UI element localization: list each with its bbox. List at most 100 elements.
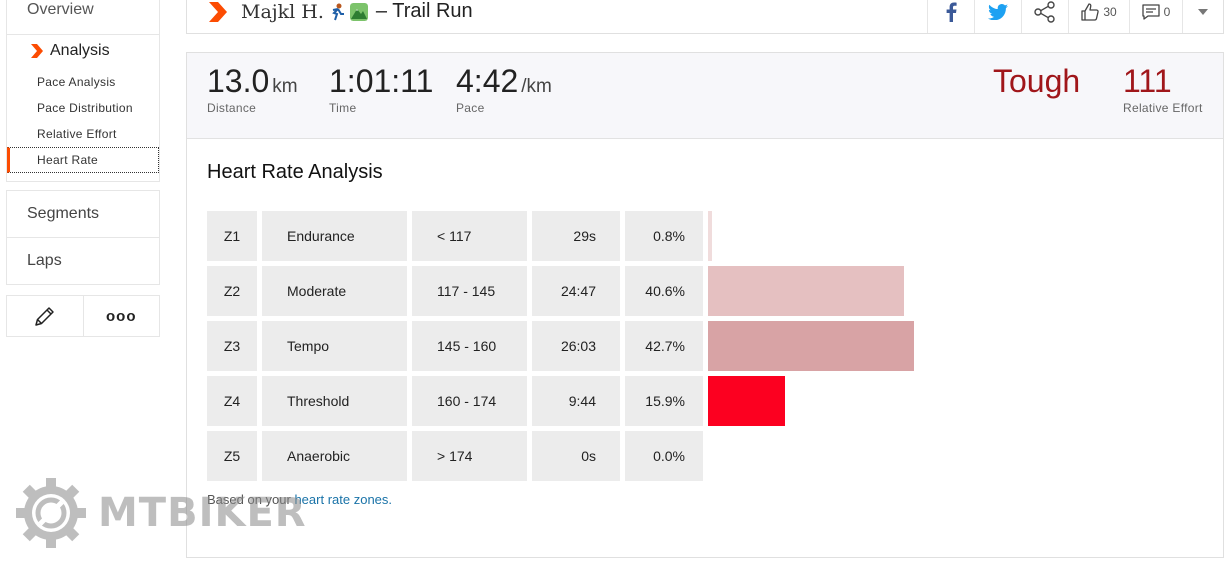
zone-range: > 174: [412, 431, 527, 481]
zone-bar: [708, 321, 914, 371]
more-button[interactable]: ooo: [82, 296, 160, 336]
nav-heart-rate[interactable]: Heart Rate: [7, 147, 159, 173]
zone-percent: 0.8%: [625, 211, 703, 261]
zone-bar-track: [708, 321, 1008, 371]
stat-distance: 13.0 km Distance: [207, 63, 298, 115]
zone-bar: [708, 376, 785, 426]
share-icon: [1034, 1, 1055, 23]
kudos-button[interactable]: 30: [1068, 0, 1129, 33]
watermark: MTBIKER: [16, 478, 307, 548]
sidebar: Overview Analysis Pace Analysis Pace Dis…: [6, 0, 160, 337]
zone-time: 9:44: [532, 376, 620, 426]
pencil-icon: [35, 307, 54, 326]
toolbar: ooo: [6, 295, 160, 337]
effort-word: Tough: [993, 63, 1081, 99]
zone-range: 117 - 145: [412, 266, 527, 316]
zone-bar-track: [708, 266, 1008, 316]
zone-bar-track: [708, 376, 1008, 426]
zone-row: Z3 Tempo 145 - 160 26:03 42.7%: [207, 321, 1008, 371]
stat-relative-effort[interactable]: 111 Relative Effort: [1123, 63, 1203, 115]
heart-rate-zones-table: Z1 Endurance < 117 29s 0.8% Z2 Moderate 117 - 1…: [207, 211, 1008, 486]
zone-range: 145 - 160: [412, 321, 527, 371]
athlete-name[interactable]: Majkl H.: [241, 0, 324, 23]
footnote: Based on your heart rate zones.: [207, 492, 392, 507]
zone-bar-track: [708, 431, 1008, 481]
zone-name: Endurance: [262, 211, 407, 261]
watermark-text: MTBIKER: [98, 490, 307, 536]
zone-percent: 15.9%: [625, 376, 703, 426]
zone-bar: [708, 266, 904, 316]
twitter-icon: [988, 4, 1008, 20]
activity-header: Majkl H. – Trail Run: [186, 0, 1224, 34]
pace-unit: /km: [521, 76, 552, 97]
zone-range: 160 - 174: [412, 376, 527, 426]
more-icon: ooo: [106, 307, 137, 325]
zone-name: Anaerobic: [262, 431, 407, 481]
zone-bar: [708, 211, 712, 261]
nav-analysis[interactable]: Analysis: [7, 41, 159, 61]
zone-row: Z5 Anaerobic > 174 0s 0.0%: [207, 431, 1008, 481]
zone-time: 26:03: [532, 321, 620, 371]
nav-pace-analysis[interactable]: Pace Analysis: [7, 69, 159, 95]
zone-name: Tempo: [262, 321, 407, 371]
nav-analysis-group: Analysis Pace Analysis Pace Distribution…: [6, 35, 160, 182]
facebook-share-button[interactable]: [927, 0, 974, 33]
share-button[interactable]: [1021, 0, 1068, 33]
comment-icon: [1142, 4, 1160, 20]
nav-heart-rate-label: Heart Rate: [37, 153, 99, 167]
stat-time: 1:01:11 Time: [329, 63, 433, 115]
nav-segments[interactable]: Segments: [6, 190, 160, 238]
distance-value: 13.0: [207, 63, 270, 99]
zone-percent: 40.6%: [625, 266, 703, 316]
nav-relative-effort-label: Relative Effort: [37, 127, 117, 141]
section-title: Heart Rate Analysis: [207, 161, 383, 183]
comments-count: 0: [1163, 5, 1171, 19]
nav-pace-analysis-label: Pace Analysis: [37, 75, 116, 89]
zone-id: Z4: [207, 376, 257, 426]
twitter-share-button[interactable]: [974, 0, 1021, 33]
distance-label: Distance: [207, 101, 257, 115]
nav-pace-distribution[interactable]: Pace Distribution: [7, 95, 159, 121]
analysis-panel: 13.0 km Distance 1:01:11 Time 4:42/km Pac…: [186, 52, 1224, 558]
zone-percent: 0.0%: [625, 431, 703, 481]
nav-laps-label: Laps: [27, 252, 62, 269]
nav-relative-effort[interactable]: Relative Effort: [7, 121, 159, 147]
zone-time: 29s: [532, 211, 620, 261]
relative-effort-value: 111: [1123, 63, 1172, 99]
zone-time: 0s: [532, 431, 620, 481]
social-actions: 30 0: [927, 0, 1223, 33]
comments-button[interactable]: 0: [1129, 0, 1182, 33]
nav-laps[interactable]: Laps: [6, 238, 160, 285]
chevron-right-icon: [31, 44, 43, 58]
nav-analysis-label: Analysis: [50, 42, 110, 59]
footnote-text: Based on your: [207, 492, 295, 507]
chevron-down-icon: [1198, 9, 1208, 15]
zone-bar-track: [708, 211, 1008, 261]
gear-logo-icon: [16, 478, 86, 548]
zone-range: < 117: [412, 211, 527, 261]
more-actions-dropdown[interactable]: [1182, 0, 1223, 33]
zone-row: Z2 Moderate 117 - 145 24:47 40.6%: [207, 266, 1008, 316]
mountain-emoji-icon: [349, 2, 368, 21]
nav-pace-distribution-label: Pace Distribution: [37, 101, 133, 115]
zone-id: Z2: [207, 266, 257, 316]
zone-name: Moderate: [262, 266, 407, 316]
zone-row: Z1 Endurance < 117 29s 0.8%: [207, 211, 1008, 261]
heart-rate-zones-link[interactable]: heart rate zones.: [294, 492, 393, 507]
activity-type-icon: [209, 1, 227, 22]
edit-button[interactable]: [7, 296, 83, 336]
runner-emoji-icon: [332, 3, 344, 20]
zone-id: Z5: [207, 431, 257, 481]
activity-title: Majkl H. – Trail Run: [209, 0, 473, 23]
zone-id: Z1: [207, 211, 257, 261]
time-label: Time: [329, 101, 357, 115]
zone-id: Z3: [207, 321, 257, 371]
activity-name: – Trail Run: [375, 0, 473, 22]
nav-overview[interactable]: Overview: [6, 0, 160, 35]
pace-label: Pace: [456, 101, 485, 115]
thumbs-up-icon: [1081, 3, 1100, 21]
stat-effort-word: Tough: [993, 63, 1080, 99]
stat-pace: 4:42/km Pace: [456, 63, 552, 115]
distance-unit: km: [272, 76, 298, 97]
stats-bar: 13.0 km Distance 1:01:11 Time 4:42/km Pac…: [187, 53, 1223, 139]
